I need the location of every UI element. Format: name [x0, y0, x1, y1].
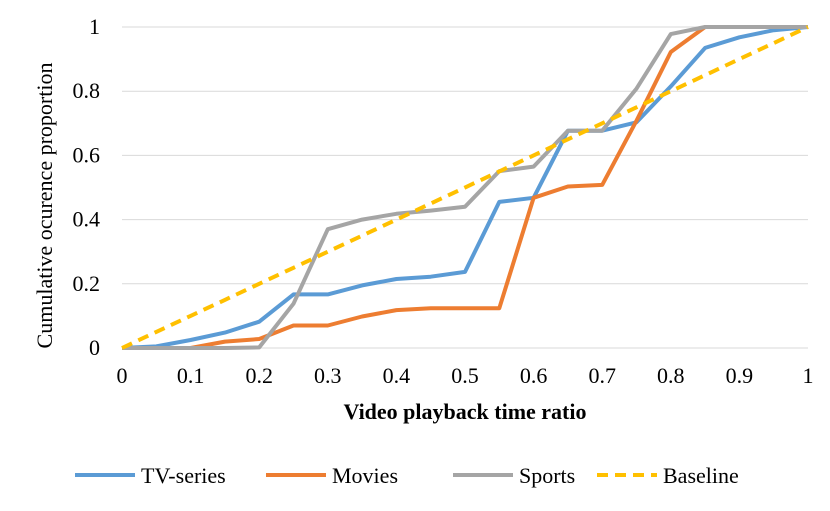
x-tick-label: 0.5 — [451, 363, 479, 388]
x-axis-ticks: 0 0.1 0.2 0.3 0.4 0.5 0.6 0.7 0.8 0.9 1 — [117, 363, 814, 388]
y-tick-label: 1 — [89, 14, 100, 39]
y-axis-ticks: 0 0.2 0.4 0.6 0.8 1 — [73, 14, 101, 360]
y-tick-label: 0.4 — [73, 207, 101, 232]
series-line-movies — [122, 25, 808, 350]
y-tick-label: 0 — [89, 335, 100, 360]
gridlines — [122, 26, 808, 285]
y-tick-label: 0.8 — [73, 78, 101, 103]
x-tick-label: 0.2 — [245, 363, 273, 388]
legend-label: TV-series — [141, 463, 226, 488]
x-tick-label: 1 — [803, 363, 814, 388]
x-tick-label: 0.7 — [588, 363, 616, 388]
y-axis-label: Cumulative ocurence proportion — [32, 63, 57, 349]
legend-label: Sports — [519, 463, 575, 488]
legend-label: Baseline — [663, 463, 739, 488]
x-tick-label: 0.1 — [177, 363, 205, 388]
y-tick-label: 0.2 — [73, 271, 101, 296]
x-tick-label: 0.9 — [726, 363, 754, 388]
legend-label: Movies — [332, 463, 398, 488]
x-tick-label: 0.8 — [657, 363, 685, 388]
legend: TV-series Movies Sports Baseline — [75, 463, 739, 488]
series-line-baseline — [121, 25, 809, 350]
x-tick-label: 0.3 — [314, 363, 342, 388]
x-tick-label: 0 — [117, 363, 128, 388]
x-tick-label: 0.6 — [520, 363, 548, 388]
series-lines — [121, 25, 809, 350]
series-line-tv-series — [121, 25, 809, 350]
x-tick-label: 0.4 — [383, 363, 411, 388]
x-axis-label: Video playback time ratio — [344, 399, 587, 424]
y-tick-label: 0.6 — [73, 142, 101, 167]
series-line-sports — [122, 25, 808, 350]
